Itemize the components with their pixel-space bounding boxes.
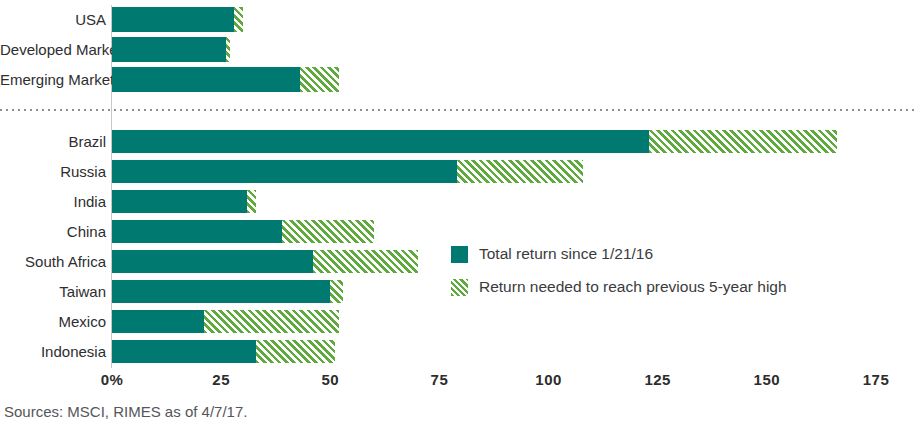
bar-total-return (112, 280, 330, 303)
chart-row: USA (0, 7, 916, 32)
chart-row: India (0, 190, 916, 213)
x-axis-tick-label: 0% (101, 371, 124, 388)
bar-return-needed (226, 37, 230, 62)
bar-total-return (112, 340, 256, 363)
x-axis: 0% 25 50 75 100 125 150 175 (0, 371, 916, 391)
bar-total-return (112, 310, 204, 333)
category-label: Emerging Markets (0, 72, 112, 87)
bar-return-needed (649, 130, 837, 153)
chart-row: Brazil (0, 130, 916, 153)
bar-return-needed (330, 280, 343, 303)
bar-return-needed (313, 250, 418, 273)
bar-total-return (112, 190, 247, 213)
x-axis-tick-label: 75 (431, 371, 449, 388)
bar-return-needed (300, 67, 339, 92)
chart-row: Mexico (0, 310, 916, 333)
bar-total-return (112, 160, 457, 183)
solid-swatch-icon (451, 246, 468, 263)
category-label: USA (0, 12, 112, 27)
returns-bar-chart: USA Developed Markets Emerging Markets Bra… (0, 0, 916, 431)
bar-total-return (112, 220, 282, 243)
source-note: Sources: MSCI, RIMES as of 4/7/17. (4, 403, 247, 420)
category-label: Indonesia (0, 344, 112, 359)
legend-label-total-return: Total return since 1/21/16 (479, 245, 653, 263)
bar-total-return (112, 250, 313, 273)
x-axis-tick-label: 125 (644, 371, 671, 388)
bar-total-return (112, 7, 234, 32)
bar-return-needed (282, 220, 374, 243)
x-axis-tick-label: 50 (321, 371, 339, 388)
category-label: Russia (0, 164, 112, 179)
chart-row: Russia (0, 160, 916, 183)
bar-total-return (112, 37, 226, 62)
hatch-swatch-icon (451, 279, 468, 296)
bar-return-needed (247, 190, 256, 213)
category-label: China (0, 224, 112, 239)
category-label: Developed Markets (0, 42, 112, 57)
x-axis-tick-label: 100 (535, 371, 562, 388)
legend-item-return-needed: Return needed to reach previous 5-year h… (451, 278, 787, 296)
category-label: Taiwan (0, 284, 112, 299)
chart-legend: Total return since 1/21/16 Return needed… (451, 245, 787, 311)
bar-total-return (112, 130, 649, 153)
legend-item-total-return: Total return since 1/21/16 (451, 245, 787, 263)
chart-row: China (0, 220, 916, 243)
aggregate-rows: USA Developed Markets Emerging Markets (0, 7, 916, 97)
bar-return-needed (256, 340, 335, 363)
x-axis-tick-label: 25 (212, 371, 230, 388)
section-divider (0, 109, 916, 111)
bar-return-needed (204, 310, 339, 333)
bar-return-needed (457, 160, 584, 183)
category-label: South Africa (0, 254, 112, 269)
x-axis-tick-label: 175 (863, 371, 890, 388)
category-label: India (0, 194, 112, 209)
bar-total-return (112, 67, 300, 92)
chart-row: Indonesia (0, 340, 916, 363)
category-label: Mexico (0, 314, 112, 329)
legend-label-return-needed: Return needed to reach previous 5-year h… (479, 278, 787, 296)
chart-row: Emerging Markets (0, 67, 916, 92)
bar-return-needed (234, 7, 243, 32)
x-axis-tick-label: 150 (754, 371, 781, 388)
chart-row: Developed Markets (0, 37, 916, 62)
category-label: Brazil (0, 134, 112, 149)
